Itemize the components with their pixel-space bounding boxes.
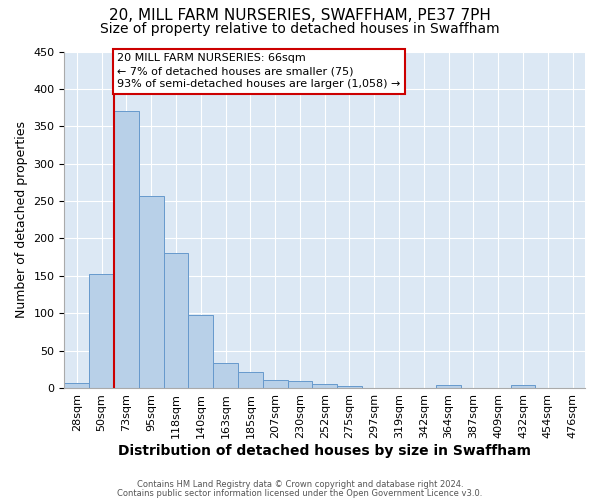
Bar bbox=[114, 112, 139, 388]
Bar bbox=[337, 386, 362, 388]
Text: Contains HM Land Registry data © Crown copyright and database right 2024.: Contains HM Land Registry data © Crown c… bbox=[137, 480, 463, 489]
Text: Contains public sector information licensed under the Open Government Licence v3: Contains public sector information licen… bbox=[118, 488, 482, 498]
Bar bbox=[287, 381, 313, 388]
X-axis label: Distribution of detached houses by size in Swaffham: Distribution of detached houses by size … bbox=[118, 444, 531, 458]
Bar bbox=[164, 254, 188, 388]
Bar bbox=[139, 196, 164, 388]
Text: Size of property relative to detached houses in Swaffham: Size of property relative to detached ho… bbox=[100, 22, 500, 36]
Bar bbox=[188, 316, 213, 388]
Text: 20 MILL FARM NURSERIES: 66sqm
← 7% of detached houses are smaller (75)
93% of se: 20 MILL FARM NURSERIES: 66sqm ← 7% of de… bbox=[117, 53, 400, 90]
Bar bbox=[313, 384, 337, 388]
Bar bbox=[238, 372, 263, 388]
Bar bbox=[64, 382, 89, 388]
Y-axis label: Number of detached properties: Number of detached properties bbox=[15, 121, 28, 318]
Bar bbox=[213, 362, 238, 388]
Bar bbox=[263, 380, 287, 388]
Bar bbox=[436, 385, 461, 388]
Bar bbox=[511, 385, 535, 388]
Bar bbox=[89, 274, 114, 388]
Text: 20, MILL FARM NURSERIES, SWAFFHAM, PE37 7PH: 20, MILL FARM NURSERIES, SWAFFHAM, PE37 … bbox=[109, 8, 491, 22]
